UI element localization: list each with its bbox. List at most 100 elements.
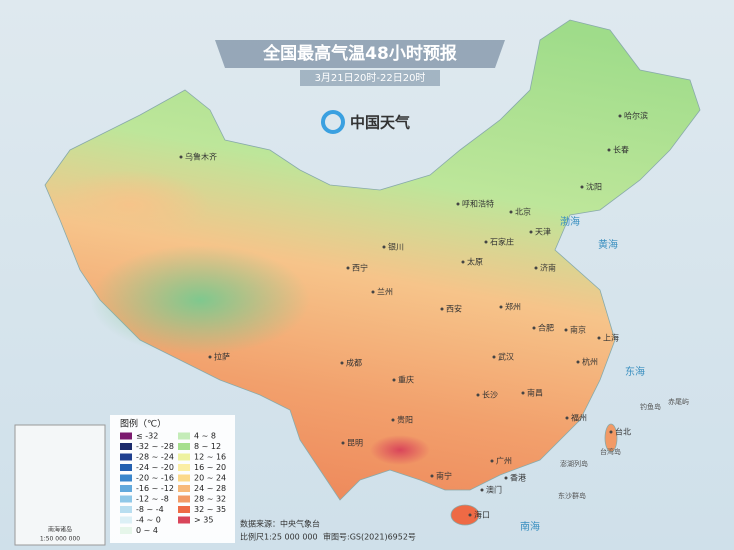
- legend-label: 12 ~ 16: [194, 453, 226, 462]
- sea-label: 南海: [520, 520, 540, 533]
- logo-icon: [321, 110, 345, 134]
- legend-swatch: [120, 527, 132, 534]
- map-scale: 比例尺1:25 000 000: [240, 532, 318, 542]
- legend-swatch: [120, 464, 132, 471]
- city-dot: [618, 114, 622, 118]
- legend: ≤ -32-32 ~ -28 -28 ~ -24-24 ~ -20 -20 ~ -1…: [120, 432, 226, 535]
- taiwan: [604, 423, 618, 453]
- hainan: [450, 504, 480, 526]
- city-label: 长春: [613, 145, 629, 155]
- city-label: 南宁: [436, 471, 452, 481]
- legend-label: 32 ~ 35: [194, 505, 226, 514]
- city-dot: [340, 361, 344, 365]
- city-label: 福州: [571, 414, 587, 423]
- legend-swatch: [178, 495, 190, 503]
- city-label: 兰州: [377, 287, 393, 297]
- city-dot: [391, 418, 395, 422]
- city-dot: [597, 336, 601, 340]
- inset-box: [14, 424, 106, 546]
- inset-label: 南海诸岛: [48, 526, 72, 534]
- city-label: 郑州: [505, 302, 521, 312]
- city-label: 贵阳: [397, 415, 413, 425]
- legend-label: -12 ~ -8: [136, 495, 169, 504]
- city-dot: [564, 328, 568, 332]
- city-dot: [499, 305, 503, 309]
- city-dot: [609, 430, 613, 434]
- city-label: 石家庄: [490, 237, 514, 247]
- city-dot: [468, 513, 472, 517]
- city-label: 海口: [474, 510, 490, 520]
- legend-label: 0 ~ 4: [136, 526, 158, 535]
- city-dot: [208, 355, 212, 359]
- legend-label: -20 ~ -16: [136, 474, 174, 483]
- city-label: 澳门: [486, 485, 502, 495]
- sea-label: 东海: [625, 365, 645, 378]
- sea-label: 黄海: [598, 238, 618, 251]
- city-label: 成都: [346, 358, 362, 368]
- cool-area: [90, 245, 310, 355]
- legend-swatch: [120, 506, 132, 513]
- island-label: 赤尾屿: [668, 397, 689, 406]
- legend-swatch: [120, 516, 132, 524]
- city-label: 沈阳: [586, 182, 602, 192]
- legend-label: 8 ~ 12: [194, 442, 221, 451]
- city-dot: [607, 148, 611, 152]
- city-dot: [504, 476, 508, 480]
- legend-swatch: [178, 485, 190, 492]
- city-label: 长沙: [482, 390, 498, 400]
- city-dot: [509, 210, 513, 214]
- city-label: 济南: [540, 263, 556, 273]
- city-dot: [382, 245, 386, 249]
- city-label: 武汉: [498, 352, 514, 362]
- city-label: 西安: [446, 304, 462, 314]
- title-banner: [215, 40, 505, 68]
- legend-swatch: [178, 432, 190, 440]
- island-label: 澎湖列岛: [560, 459, 588, 468]
- city-label: 杭州: [582, 357, 598, 367]
- legend-swatch: [120, 453, 132, 461]
- legend-title: 图例（℃）: [120, 418, 166, 430]
- city-dot: [492, 355, 496, 359]
- logo-text: 中国天气: [350, 114, 410, 132]
- city-dot: [490, 459, 494, 463]
- legend-label: > 35: [194, 516, 213, 525]
- legend-swatch: [178, 443, 190, 450]
- city-label: 台北: [615, 427, 631, 437]
- data-source: 数据来源：中央气象台: [240, 519, 320, 529]
- legend-label: -4 ~ 0: [136, 516, 161, 525]
- city-dot: [521, 391, 525, 395]
- island-label: 台湾岛: [600, 447, 621, 456]
- city-dot: [576, 360, 580, 364]
- city-dot: [529, 230, 533, 234]
- city-dot: [461, 260, 465, 264]
- city-dot: [480, 488, 484, 492]
- legend-label: -28 ~ -24: [136, 453, 174, 462]
- city-dot: [534, 266, 538, 270]
- subtitle-box: [300, 70, 440, 86]
- land: [44, 19, 701, 501]
- title: 全国最高气温48小时预报: [262, 43, 457, 64]
- city-label: 银川: [388, 242, 404, 252]
- city-dot: [440, 307, 444, 311]
- city-label: 拉萨: [214, 352, 230, 362]
- city-dot: [430, 474, 434, 478]
- city-dot: [580, 185, 584, 189]
- legend-label: 28 ~ 32: [194, 495, 226, 504]
- hot-area: [370, 435, 430, 465]
- city-label: 天津: [535, 227, 551, 237]
- legend-swatch: [178, 516, 190, 524]
- legend-label: -16 ~ -12: [136, 484, 174, 493]
- legend-label: ≤ -32: [136, 432, 158, 441]
- legend-swatch: [178, 474, 190, 482]
- city-label: 太原: [467, 257, 483, 267]
- subtitle: 3月21日20时-22日20时: [315, 72, 426, 84]
- city-dot: [179, 155, 183, 159]
- legend-label: 16 ~ 20: [194, 463, 226, 472]
- city-label: 呼和浩特: [462, 199, 494, 209]
- legend-swatch: [120, 443, 132, 450]
- legend-swatch: [120, 474, 132, 482]
- legend-label: 4 ~ 8: [194, 432, 216, 441]
- city-dot: [341, 441, 345, 445]
- city-label: 北京: [515, 207, 531, 217]
